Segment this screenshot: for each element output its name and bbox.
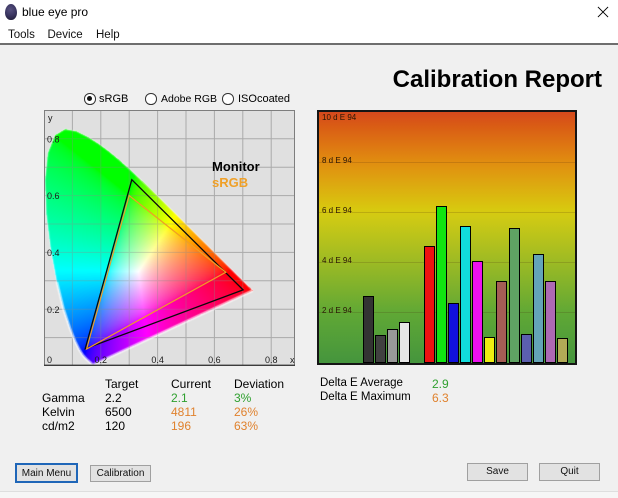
svg-text:0.6: 0.6 [47, 191, 60, 201]
svg-text:0.6: 0.6 [208, 355, 221, 365]
svg-text:0.2: 0.2 [47, 305, 60, 315]
svg-text:0.2: 0.2 [95, 355, 108, 365]
svg-text:0.4: 0.4 [151, 355, 164, 365]
svg-text:0: 0 [47, 355, 52, 365]
svg-text:y: y [48, 113, 53, 123]
svg-text:0.8: 0.8 [265, 355, 278, 365]
svg-text:0.8: 0.8 [47, 134, 60, 144]
svg-text:x: x [290, 355, 295, 365]
svg-text:0.4: 0.4 [47, 248, 60, 258]
